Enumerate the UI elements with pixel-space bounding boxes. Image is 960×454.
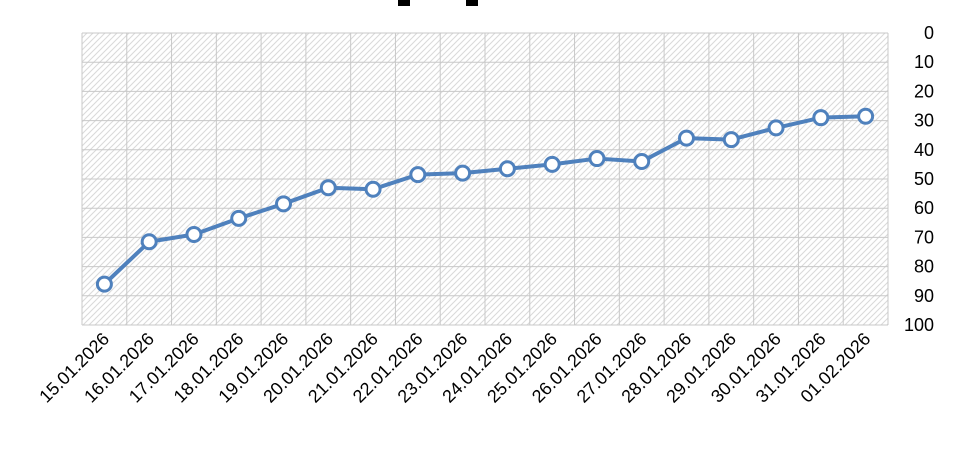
data-point [857,107,875,125]
y-tick-label: 60 [914,198,934,218]
y-tick-label: 100 [904,315,934,335]
y-tick-label: 30 [914,111,934,131]
data-point [543,155,561,173]
y-tick-label: 20 [914,81,934,101]
data-point [319,179,337,197]
y-tick-label: 10 [914,52,934,72]
data-point [409,166,427,184]
title-fragment [398,0,410,6]
y-tick-label: 50 [914,169,934,189]
y-axis: 0 10 20 30 40 50 60 70 80 90 100 [904,23,934,335]
data-point [275,195,292,213]
data-point [722,131,740,149]
data-point [588,150,606,168]
y-tick-label: 70 [914,227,934,247]
data-point [767,119,785,137]
data-point [95,275,113,293]
data-point [364,180,382,198]
data-point [454,164,472,182]
title-fragment [466,0,478,6]
data-point [678,129,695,147]
data-point [633,152,651,170]
y-tick-label: 0 [924,23,934,43]
data-point [812,109,830,127]
x-axis: 15.01.202616.01.202617.01.202618.01.2026… [35,329,874,407]
series-group [95,107,875,293]
data-point [230,209,248,227]
y-tick-label: 80 [914,257,934,277]
y-tick-label: 40 [914,140,934,160]
data-point [498,160,516,178]
y-tick-label: 90 [914,286,934,306]
gridlines [81,32,889,326]
data-point [185,225,203,243]
data-point [140,233,158,251]
